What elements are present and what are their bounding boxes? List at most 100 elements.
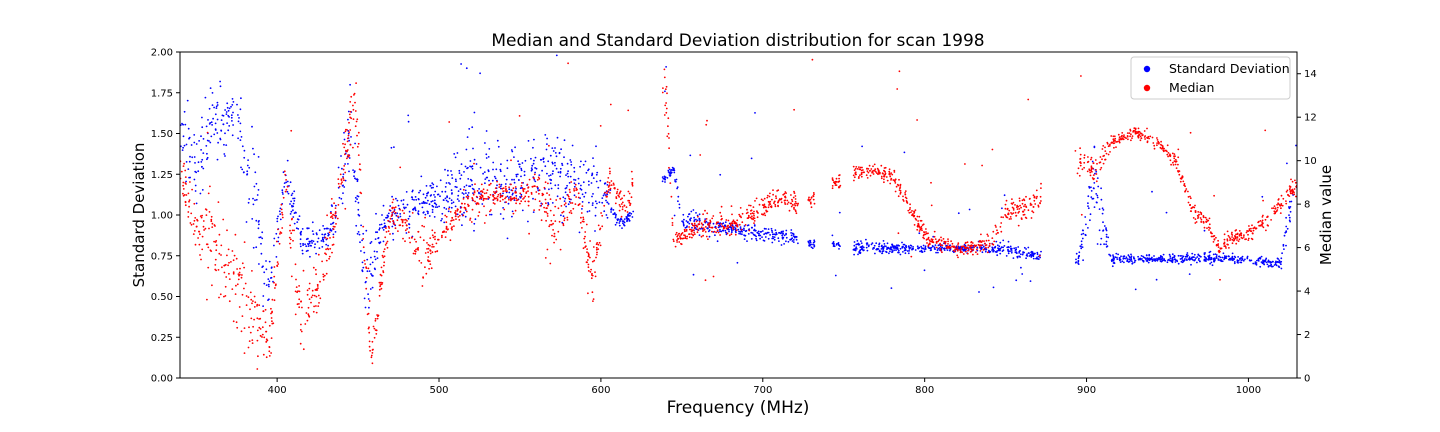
median-point <box>1167 155 1169 158</box>
median-point <box>910 211 912 214</box>
std-point <box>1163 258 1166 260</box>
std-point <box>214 113 217 116</box>
median-point <box>385 231 388 233</box>
std-point <box>462 193 465 195</box>
std-point <box>1239 259 1241 261</box>
median-point <box>224 285 227 288</box>
std-point <box>778 232 780 234</box>
std-point <box>554 164 556 167</box>
std-point <box>382 240 385 243</box>
std-point <box>885 245 887 248</box>
std-point <box>198 140 201 142</box>
median-point <box>207 246 210 249</box>
median-point <box>1277 198 1280 200</box>
std-point <box>495 168 498 171</box>
std-point <box>473 111 476 114</box>
median-point <box>325 248 327 251</box>
median-point <box>477 215 480 217</box>
median-point <box>684 234 686 237</box>
std-point <box>699 219 701 222</box>
std-point <box>673 171 676 174</box>
std-point <box>678 203 681 206</box>
median-point <box>964 250 967 253</box>
median-point <box>995 226 997 228</box>
median-point <box>289 238 292 241</box>
std-point <box>911 247 914 250</box>
std-point <box>459 188 462 191</box>
std-point <box>882 240 885 242</box>
median-point <box>992 243 995 246</box>
std-point <box>515 173 518 176</box>
median-point <box>860 172 863 174</box>
median-point <box>346 150 348 153</box>
std-point <box>989 250 992 253</box>
median-point <box>883 169 885 172</box>
median-point <box>772 189 774 192</box>
std-point <box>790 234 793 237</box>
std-point <box>834 274 837 277</box>
std-point <box>610 207 613 210</box>
std-point <box>390 146 393 149</box>
median-point <box>954 250 957 253</box>
std-point <box>1170 259 1172 262</box>
median-point <box>301 306 303 309</box>
std-point <box>503 175 506 177</box>
std-point <box>785 240 787 243</box>
median-point <box>519 202 521 205</box>
median-point <box>538 189 541 192</box>
median-point <box>296 291 298 294</box>
median-point <box>889 175 892 178</box>
median-point <box>377 315 379 318</box>
median-point <box>608 181 611 184</box>
median-point <box>569 191 571 194</box>
median-point <box>380 266 383 269</box>
median-point <box>688 236 691 239</box>
std-point <box>1121 260 1124 263</box>
std-point <box>853 249 856 252</box>
median-point <box>403 212 405 215</box>
median-point <box>1152 142 1155 144</box>
std-point <box>472 147 474 150</box>
std-point <box>1112 257 1115 260</box>
std-point <box>462 196 465 199</box>
median-point <box>445 221 448 224</box>
std-point <box>483 171 486 174</box>
std-point <box>619 220 621 223</box>
std-point <box>454 178 457 181</box>
median-point <box>838 177 840 180</box>
median-point <box>190 212 193 215</box>
std-point <box>527 220 529 223</box>
median-point <box>326 214 328 217</box>
median-point <box>944 242 947 244</box>
median-point <box>888 168 891 171</box>
median-point <box>676 239 678 242</box>
std-point <box>318 229 321 232</box>
std-point <box>502 207 504 209</box>
median-point <box>1236 233 1239 236</box>
median-point <box>761 213 763 216</box>
median-point <box>1174 163 1177 166</box>
std-point <box>481 203 484 205</box>
median-point <box>1132 131 1134 133</box>
std-point <box>853 241 856 243</box>
median-point <box>573 188 575 190</box>
median-point <box>300 300 302 303</box>
median-point <box>1012 209 1015 211</box>
median-point <box>264 308 267 311</box>
median-point <box>671 217 674 220</box>
median-point <box>701 223 704 226</box>
std-point <box>286 180 289 183</box>
median-point <box>1160 140 1162 143</box>
std-point <box>1185 258 1188 261</box>
std-point <box>949 249 951 252</box>
median-point <box>522 198 524 200</box>
median-point <box>931 241 934 243</box>
std-point <box>1220 260 1223 263</box>
median-point <box>1291 192 1294 195</box>
std-point <box>551 147 554 150</box>
median-point <box>346 129 348 131</box>
std-point <box>1103 243 1105 246</box>
median-point <box>392 222 395 225</box>
median-point <box>546 215 549 217</box>
std-point <box>1272 265 1274 268</box>
